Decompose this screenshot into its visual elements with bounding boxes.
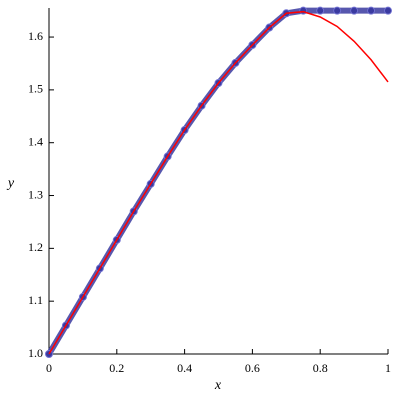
data-point xyxy=(316,6,325,15)
y-tick-label: 1.5 xyxy=(28,82,43,96)
x-tick-label: 0 xyxy=(46,361,52,375)
data-point xyxy=(350,6,359,15)
x-tick-label: 0.6 xyxy=(245,361,260,375)
x-tick-label: 0.2 xyxy=(109,361,124,375)
x-axis-label: x xyxy=(214,378,222,393)
y-tick-label: 1.6 xyxy=(28,29,43,43)
data-point xyxy=(333,6,342,15)
y-tick-label: 1.4 xyxy=(28,134,43,148)
y-tick-label: 1.3 xyxy=(28,187,43,201)
y-tick-label: 1.1 xyxy=(28,293,43,307)
y-tick-label: 1.0 xyxy=(28,346,43,360)
x-tick-label: 0.4 xyxy=(177,361,192,375)
x-tick-label: 1 xyxy=(385,361,391,375)
point-band xyxy=(46,7,391,357)
x-tick-label: 0.8 xyxy=(313,361,328,375)
y-tick-label: 1.2 xyxy=(28,240,43,254)
line xyxy=(48,10,389,355)
data-point xyxy=(367,6,376,15)
y-axis-label: y xyxy=(6,176,15,191)
data-point xyxy=(384,6,392,15)
